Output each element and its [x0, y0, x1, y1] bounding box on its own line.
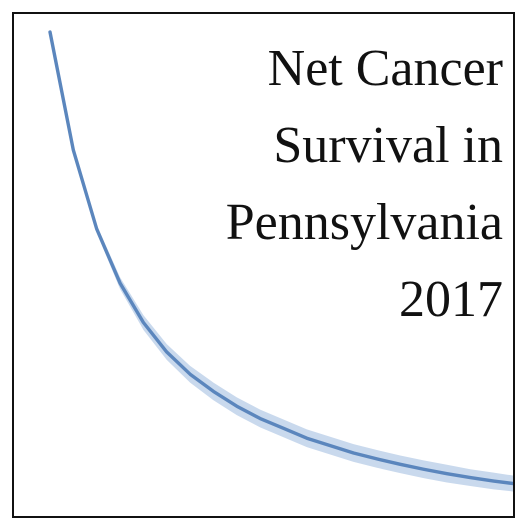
chart-title-line-2: Survival in [273, 117, 503, 174]
chart-title-line-3: Pennsylvania [225, 194, 503, 251]
chart-plot-area [48, 30, 513, 492]
chart-frame: Net Cancer Survival in Pennsylvania 2017 [12, 12, 515, 518]
chart-title: Net Cancer Survival in Pennsylvania 2017 [143, 30, 503, 338]
survival-curve-line [48, 30, 513, 486]
chart-title-line-1: Net Cancer [267, 40, 503, 97]
chart-title-line-4: 2017 [399, 271, 503, 328]
